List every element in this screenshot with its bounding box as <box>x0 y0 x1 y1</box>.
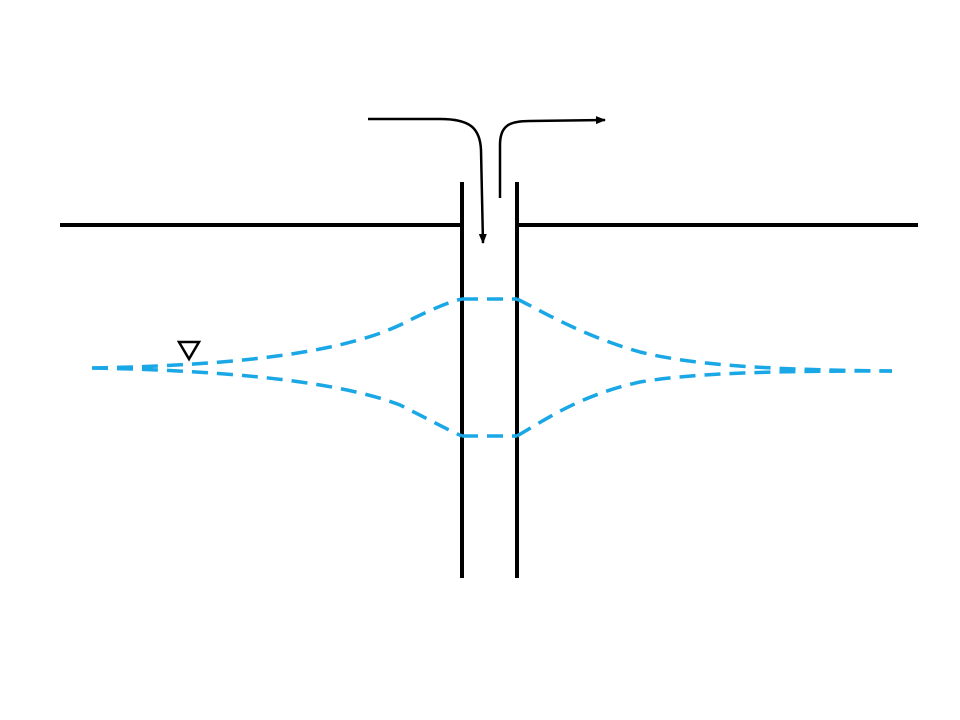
drawdown-right <box>516 369 893 438</box>
drawdown-left <box>91 366 463 438</box>
mound-curve <box>91 297 893 373</box>
inflow-arrow <box>368 117 487 244</box>
mound-right <box>516 297 893 373</box>
well-casing <box>460 182 519 578</box>
mound-left <box>91 297 463 370</box>
drawdown-curve <box>91 366 893 438</box>
outflow-arrow <box>498 116 606 198</box>
triangle-down-icon <box>176 340 202 362</box>
